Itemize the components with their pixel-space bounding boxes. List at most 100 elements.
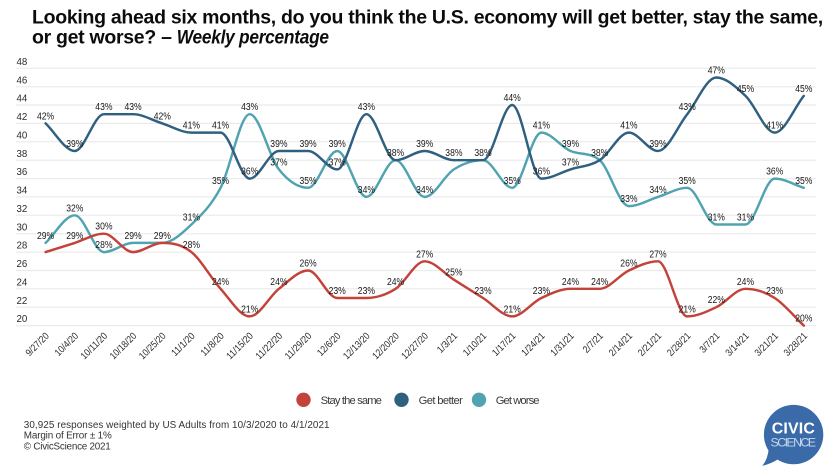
svg-text:21%: 21%	[241, 304, 258, 315]
svg-text:34: 34	[17, 186, 28, 197]
svg-text:34%: 34%	[358, 185, 375, 196]
svg-text:43%: 43%	[241, 102, 258, 113]
svg-text:32%: 32%	[66, 203, 83, 214]
svg-text:24%: 24%	[737, 277, 754, 288]
svg-text:36: 36	[17, 167, 28, 178]
svg-text:35%: 35%	[212, 176, 229, 187]
svg-text:32: 32	[17, 204, 28, 215]
svg-text:28%: 28%	[95, 240, 112, 251]
svg-text:29%: 29%	[154, 231, 171, 242]
svg-text:39%: 39%	[649, 139, 666, 150]
svg-text:35%: 35%	[795, 176, 812, 187]
svg-text:23%: 23%	[358, 286, 375, 297]
svg-text:Get worse: Get worse	[496, 395, 540, 407]
svg-text:30: 30	[17, 222, 28, 233]
svg-text:1/24/21: 1/24/21	[520, 331, 548, 359]
svg-text:26: 26	[17, 259, 28, 270]
svg-text:or get worse? – Weekly percent: or get worse? – Weekly percentage	[32, 27, 329, 49]
svg-text:2/28/21: 2/28/21	[665, 331, 693, 359]
svg-text:21%: 21%	[504, 304, 521, 315]
svg-text:41%: 41%	[212, 121, 229, 132]
svg-text:42%: 42%	[37, 111, 54, 122]
svg-text:9/27/20: 9/27/20	[24, 331, 52, 359]
svg-text:39%: 39%	[66, 139, 83, 150]
svg-text:39%: 39%	[329, 139, 346, 150]
svg-text:23%: 23%	[474, 286, 491, 297]
svg-text:11/15/20: 11/15/20	[225, 331, 256, 362]
svg-text:20: 20	[17, 314, 28, 325]
svg-text:38%: 38%	[387, 148, 404, 159]
svg-text:33%: 33%	[620, 194, 637, 205]
svg-text:40: 40	[17, 130, 28, 141]
svg-text:21%: 21%	[679, 304, 696, 315]
svg-text:41%: 41%	[533, 121, 550, 132]
svg-text:35%: 35%	[300, 176, 317, 187]
svg-text:22%: 22%	[708, 295, 725, 306]
svg-text:27%: 27%	[649, 249, 666, 260]
svg-text:3/28/21: 3/28/21	[782, 331, 810, 359]
svg-text:39%: 39%	[562, 139, 579, 150]
svg-text:29%: 29%	[125, 231, 142, 242]
svg-text:45%: 45%	[737, 84, 754, 95]
svg-text:Margin of Error ± 1%: Margin of Error ± 1%	[24, 431, 112, 442]
svg-text:31%: 31%	[737, 213, 754, 224]
svg-text:2/7/21: 2/7/21	[581, 331, 606, 356]
svg-text:23%: 23%	[766, 286, 783, 297]
svg-text:30,925 responses weighted by U: 30,925 responses weighted by US Adults f…	[24, 420, 330, 431]
svg-text:29%: 29%	[37, 231, 54, 242]
svg-text:26%: 26%	[620, 259, 637, 270]
svg-text:45%: 45%	[795, 84, 812, 95]
svg-text:36%: 36%	[766, 167, 783, 178]
svg-text:1/31/21: 1/31/21	[549, 331, 577, 359]
svg-text:42: 42	[17, 112, 28, 123]
svg-text:CIVIC: CIVIC	[772, 421, 816, 438]
svg-text:39%: 39%	[270, 139, 287, 150]
svg-text:37%: 37%	[562, 157, 579, 168]
svg-text:37%: 37%	[270, 157, 287, 168]
svg-text:38: 38	[17, 149, 28, 160]
svg-text:48: 48	[17, 57, 28, 68]
svg-text:38%: 38%	[474, 148, 491, 159]
svg-text:41%: 41%	[620, 121, 637, 132]
svg-text:28: 28	[17, 241, 28, 252]
svg-text:31%: 31%	[708, 213, 725, 224]
svg-text:35%: 35%	[679, 176, 696, 187]
svg-text:3/21/21: 3/21/21	[753, 331, 781, 359]
svg-text:43%: 43%	[125, 102, 142, 113]
svg-text:24%: 24%	[270, 277, 287, 288]
svg-text:Looking ahead six months, do y: Looking ahead six months, do you think t…	[32, 7, 823, 29]
svg-text:39%: 39%	[416, 139, 433, 150]
svg-text:47%: 47%	[708, 66, 725, 77]
svg-text:10/18/20: 10/18/20	[108, 331, 139, 362]
svg-text:44%: 44%	[504, 93, 521, 104]
svg-text:11/29/20: 11/29/20	[283, 331, 314, 362]
svg-text:43%: 43%	[95, 102, 112, 113]
svg-text:1/17/21: 1/17/21	[490, 331, 518, 359]
svg-text:30%: 30%	[95, 222, 112, 233]
svg-text:12/20/20: 12/20/20	[371, 331, 402, 362]
svg-text:2/21/21: 2/21/21	[636, 331, 664, 359]
svg-text:2/14/21: 2/14/21	[607, 331, 635, 359]
svg-text:27%: 27%	[416, 249, 433, 260]
svg-text:22: 22	[17, 296, 28, 307]
svg-text:34%: 34%	[416, 185, 433, 196]
svg-text:12/6/20: 12/6/20	[315, 331, 343, 359]
svg-text:20%: 20%	[795, 314, 812, 325]
svg-text:24%: 24%	[591, 277, 608, 288]
svg-text:36%: 36%	[533, 167, 550, 178]
svg-text:26%: 26%	[300, 259, 317, 270]
svg-text:41%: 41%	[183, 121, 200, 132]
svg-text:38%: 38%	[591, 148, 608, 159]
svg-text:1/3/21: 1/3/21	[435, 331, 460, 356]
svg-text:10/4/20: 10/4/20	[53, 331, 81, 359]
svg-text:10/11/20: 10/11/20	[79, 331, 110, 362]
svg-text:24%: 24%	[212, 277, 229, 288]
svg-text:44: 44	[17, 94, 28, 105]
svg-text:1/10/21: 1/10/21	[461, 331, 489, 359]
svg-text:41%: 41%	[766, 121, 783, 132]
svg-text:36%: 36%	[241, 167, 258, 178]
svg-text:© CivicScience 2021: © CivicScience 2021	[24, 441, 112, 452]
svg-text:39%: 39%	[300, 139, 317, 150]
svg-text:35%: 35%	[504, 176, 521, 187]
svg-text:Get better: Get better	[419, 395, 464, 407]
